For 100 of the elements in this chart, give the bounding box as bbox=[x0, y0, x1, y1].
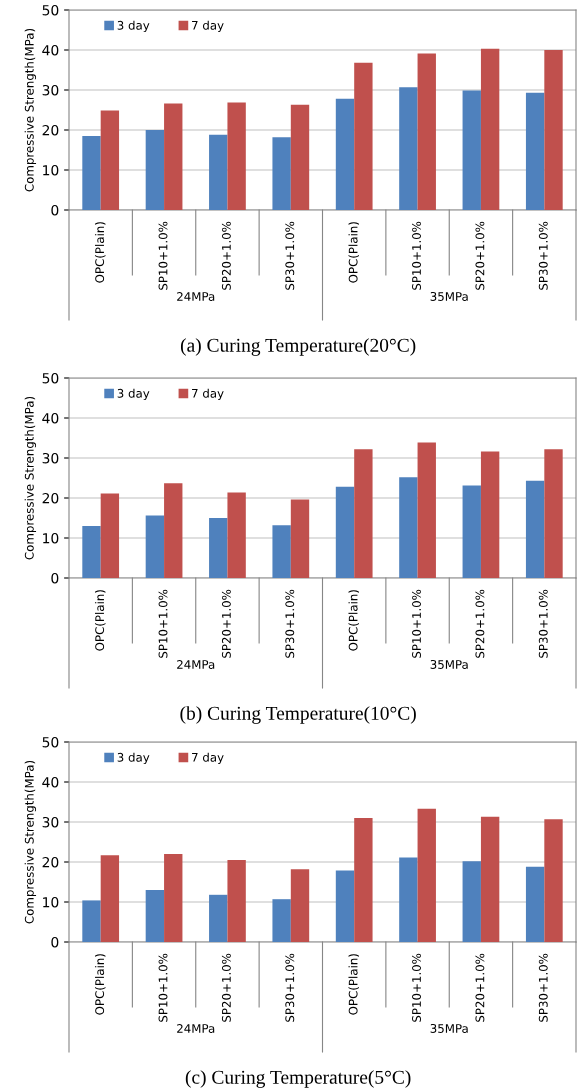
y-axis-title: Compressive Strength(MPa) bbox=[24, 28, 37, 192]
x-tick-label: SP10+1.0% bbox=[158, 953, 168, 1022]
y-axis-title: Compressive Strength(MPa) bbox=[24, 396, 37, 560]
bar bbox=[354, 62, 373, 210]
bar bbox=[354, 449, 373, 578]
bar bbox=[417, 442, 436, 578]
bar bbox=[417, 53, 436, 210]
legend-label: 3 day bbox=[117, 752, 150, 765]
text: 24MPa bbox=[177, 1024, 215, 1033]
y-tick-label: 0 bbox=[51, 936, 59, 948]
y-tick-label: 20 bbox=[42, 856, 59, 868]
y-tick-label: 40 bbox=[42, 412, 59, 424]
bar bbox=[164, 103, 183, 210]
x-tick-label: SP30+1.0% bbox=[285, 953, 295, 1022]
bar bbox=[145, 515, 165, 578]
bar bbox=[417, 808, 436, 942]
x-tick-label: SP10+1.0% bbox=[412, 221, 421, 290]
x-tick-label: OPC(Plain) bbox=[348, 590, 359, 651]
text: (a) Curing Temperature(20°C) bbox=[180, 338, 416, 356]
x-tick-label: SP20+1.0% bbox=[475, 221, 485, 290]
x-tick-label: OPC(Plain) bbox=[348, 954, 359, 1015]
x-tick-label: SP20+1.0% bbox=[475, 589, 485, 658]
text: 35MPa bbox=[430, 292, 468, 301]
x-tick-label: SP30+1.0% bbox=[538, 953, 548, 1022]
bar bbox=[272, 137, 291, 210]
legend-label: 7 day bbox=[192, 388, 224, 401]
y-tick-label: 10 bbox=[43, 164, 59, 176]
bar bbox=[272, 525, 291, 578]
x-tick-label: SP10+1.0% bbox=[158, 221, 168, 290]
x-tick-label: SP10+1.0% bbox=[412, 953, 421, 1022]
bar bbox=[82, 136, 101, 210]
x-tick-label: OPC(Plain) bbox=[348, 222, 359, 283]
bar bbox=[227, 102, 246, 210]
x-tick-label: SP30+1.0% bbox=[285, 221, 295, 290]
bar bbox=[290, 499, 310, 578]
text: 35MPa bbox=[430, 1024, 468, 1033]
x-tick-label: SP30+1.0% bbox=[538, 221, 548, 290]
bar bbox=[227, 492, 246, 578]
text: 24MPa bbox=[177, 292, 215, 301]
bar bbox=[480, 816, 500, 942]
bar bbox=[335, 486, 355, 578]
y-tick-label: 20 bbox=[42, 124, 59, 136]
legend-label: 7 day bbox=[192, 20, 224, 33]
bar bbox=[290, 869, 310, 942]
bar bbox=[544, 819, 563, 942]
bar bbox=[544, 449, 563, 578]
bar bbox=[209, 134, 228, 210]
bar bbox=[145, 130, 165, 210]
bar bbox=[480, 451, 500, 578]
bar bbox=[145, 890, 165, 942]
y-tick-label: 0 bbox=[51, 204, 59, 216]
bar bbox=[335, 870, 355, 942]
y-tick-label: 50 bbox=[42, 4, 59, 16]
bar bbox=[525, 92, 545, 210]
x-tick-label: SP10+1.0% bbox=[412, 589, 421, 658]
x-tick-label: SP20+1.0% bbox=[221, 589, 231, 658]
y-axis-title: Compressive Strength(MPa) bbox=[24, 760, 37, 924]
bar bbox=[462, 90, 481, 210]
bar bbox=[399, 857, 418, 942]
bar bbox=[100, 110, 120, 210]
bar bbox=[100, 855, 120, 942]
bar bbox=[525, 480, 545, 578]
y-tick-label: 30 bbox=[42, 816, 59, 828]
y-tick-label: 30 bbox=[42, 84, 59, 96]
y-tick-label: 0 bbox=[51, 572, 59, 584]
text: (c) Curing Temperature(5°C) bbox=[185, 1070, 411, 1088]
y-tick-label: 10 bbox=[43, 896, 59, 908]
x-tick-label: SP20+1.0% bbox=[221, 953, 231, 1022]
x-tick-label: OPC(Plain) bbox=[94, 590, 106, 651]
y-tick-label: 20 bbox=[42, 492, 59, 504]
bar bbox=[290, 104, 310, 210]
bar bbox=[399, 477, 418, 578]
y-tick-label: 30 bbox=[42, 452, 59, 464]
bar bbox=[227, 860, 246, 942]
x-tick-label: SP20+1.0% bbox=[475, 953, 485, 1022]
y-tick-label: 50 bbox=[42, 736, 59, 748]
x-tick-label: OPC(Plain) bbox=[94, 954, 106, 1015]
bar bbox=[82, 900, 101, 942]
bar bbox=[164, 854, 183, 942]
bar bbox=[209, 894, 228, 942]
bar bbox=[480, 48, 500, 210]
bar bbox=[354, 818, 373, 942]
bar bbox=[544, 50, 563, 210]
bar bbox=[272, 899, 291, 942]
legend-label: 3 day bbox=[117, 20, 150, 33]
y-tick-label: 10 bbox=[43, 532, 59, 544]
bar bbox=[209, 518, 228, 578]
bar bbox=[525, 866, 545, 942]
bar bbox=[399, 87, 418, 210]
y-tick-label: 40 bbox=[42, 776, 59, 788]
text: (b) Curing Temperature(10°C) bbox=[180, 706, 416, 724]
x-tick-label: OPC(Plain) bbox=[94, 222, 106, 283]
text: 24MPa bbox=[177, 660, 215, 669]
y-tick-label: 50 bbox=[42, 372, 59, 384]
bar bbox=[335, 98, 355, 210]
legend-label: 7 day bbox=[192, 752, 224, 765]
x-tick-label: SP30+1.0% bbox=[538, 589, 548, 658]
x-tick-label: SP20+1.0% bbox=[221, 221, 231, 290]
bar bbox=[164, 483, 183, 578]
legend-label: 3 day bbox=[117, 388, 150, 401]
